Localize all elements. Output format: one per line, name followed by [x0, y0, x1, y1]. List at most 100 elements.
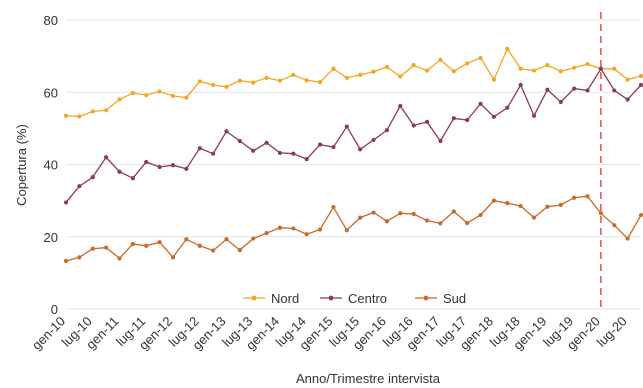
data-point-sud-lug-10	[90, 246, 95, 251]
data-point-nord-ott-16	[424, 68, 430, 73]
data-point-sud-gen-12	[170, 255, 176, 260]
data-point-sud-apr-12	[184, 237, 189, 242]
data-point-sud-ott-19	[585, 194, 590, 199]
data-point-centro-ott-15	[371, 137, 376, 143]
legend-item-centro: Centro	[320, 291, 387, 306]
data-point-nord-ott-10	[104, 108, 109, 113]
data-point-sud-gen-19	[545, 204, 550, 209]
data-point-centro-apr-12	[184, 166, 189, 171]
data-point-sud-gen-15	[331, 205, 336, 210]
data-point-centro-lug-13	[251, 148, 256, 153]
data-point-centro-gen-14	[277, 150, 283, 156]
series-lines	[63, 46, 643, 264]
x-tick-labels: gen-10lug-10gen-11lug-11gen-12lug-12gen-…	[29, 314, 630, 353]
data-point-centro-apr-13	[237, 138, 242, 144]
data-point-sud-ott-12	[210, 248, 216, 253]
data-point-nord-ott-18	[531, 68, 537, 73]
data-point-sud-lug-11	[144, 243, 149, 248]
data-point-centro-ott-12	[210, 151, 216, 156]
data-point-sud-ott-16	[424, 218, 430, 223]
data-point-centro-ott-10	[104, 155, 109, 160]
data-point-nord-gen-18	[491, 77, 497, 82]
data-point-sud-ott-10	[104, 245, 109, 250]
data-point-sud-apr-20	[612, 223, 617, 228]
data-point-centro-lug-20	[625, 97, 630, 102]
data-point-nord-lug-18	[518, 66, 523, 71]
data-point-centro-gen-15	[331, 145, 336, 150]
data-point-centro-ott-14	[317, 142, 323, 147]
data-point-sud-apr-16	[398, 211, 403, 216]
data-point-centro-lug-16	[411, 123, 416, 128]
data-point-nord-ott-17	[478, 55, 483, 61]
data-point-centro-gen-19	[545, 87, 550, 92]
data-point-sud-apr-18	[505, 201, 510, 206]
data-point-nord-lug-11	[144, 93, 149, 98]
data-point-centro-lug-18	[518, 82, 523, 88]
data-point-sud-apr-14	[291, 226, 296, 231]
data-point-centro-apr-19	[558, 99, 563, 105]
data-point-centro-lug-14	[304, 156, 309, 162]
data-point-nord-lug-19	[572, 65, 577, 70]
data-point-nord-gen-13	[224, 84, 229, 89]
data-point-sud-gen-17	[438, 221, 443, 226]
data-point-sud-apr-15	[344, 228, 349, 233]
data-point-nord-apr-14	[291, 72, 296, 78]
legend-marker-sud	[423, 295, 429, 301]
data-point-nord-ott-12	[210, 82, 216, 88]
data-point-sud-ott-14	[317, 227, 323, 232]
data-point-nord-apr-10	[77, 114, 82, 119]
data-point-nord-apr-20	[612, 66, 617, 71]
data-point-sud-lug-17	[465, 220, 470, 226]
data-point-sud-ott-11	[157, 240, 162, 245]
data-point-nord-ott-14	[317, 80, 323, 85]
data-point-sud-lug-20	[625, 236, 630, 241]
data-point-centro-apr-10	[77, 184, 82, 189]
legend-marker-nord	[251, 295, 257, 301]
legend: Nord Centro Sud	[243, 291, 466, 306]
data-point-centro-gen-20	[598, 66, 603, 71]
data-point-sud-lug-13	[251, 236, 256, 241]
x-tick-label-gen-10: gen-10	[29, 314, 68, 353]
legend-marker-centro	[328, 295, 334, 301]
y-tick-labels: 0 20 40 60 80	[44, 13, 58, 317]
data-point-nord-ott-20	[638, 73, 643, 79]
data-point-sud-ott-17	[478, 212, 483, 218]
data-point-centro-gen-17	[438, 138, 443, 144]
data-point-nord-ott-15	[371, 69, 376, 74]
data-point-centro-lug-19	[572, 86, 577, 91]
data-point-sud-lug-19	[572, 195, 577, 200]
series-line-centro	[65, 67, 642, 203]
data-point-nord-apr-19	[558, 69, 563, 74]
y-axis-title: Copertura (%)	[14, 124, 29, 206]
data-point-sud-ott-15	[371, 210, 376, 215]
data-point-sud-gen-18	[491, 198, 497, 203]
data-point-nord-gen-10	[63, 113, 69, 118]
data-point-sud-ott-20	[638, 212, 643, 218]
data-point-centro-ott-18	[531, 113, 537, 118]
data-point-centro-gen-13	[224, 129, 229, 134]
data-point-nord-apr-18	[505, 46, 510, 52]
data-point-centro-gen-16	[384, 128, 390, 133]
data-point-nord-lug-20	[625, 77, 630, 82]
data-point-nord-apr-15	[344, 75, 349, 80]
data-point-centro-lug-12	[197, 146, 202, 151]
data-point-sud-gen-13	[224, 237, 229, 242]
data-point-nord-lug-12	[197, 79, 202, 84]
y-tick-label-80: 80	[44, 13, 58, 28]
data-point-nord-apr-11	[130, 90, 135, 96]
series-centro	[63, 66, 643, 205]
data-point-nord-ott-19	[585, 61, 590, 67]
data-point-sud-lug-12	[197, 243, 202, 248]
data-point-centro-ott-13	[264, 140, 269, 145]
data-point-nord-apr-17	[451, 69, 456, 74]
data-point-nord-lug-14	[304, 78, 309, 83]
legend-label-nord: Nord	[271, 291, 299, 306]
data-point-sud-apr-10	[77, 255, 82, 260]
data-point-centro-lug-15	[358, 147, 363, 152]
data-point-nord-ott-11	[157, 89, 162, 94]
data-point-centro-apr-16	[398, 103, 403, 109]
data-point-sud-gen-11	[117, 256, 122, 261]
data-point-centro-gen-18	[491, 114, 497, 119]
data-point-nord-lug-17	[465, 61, 470, 66]
